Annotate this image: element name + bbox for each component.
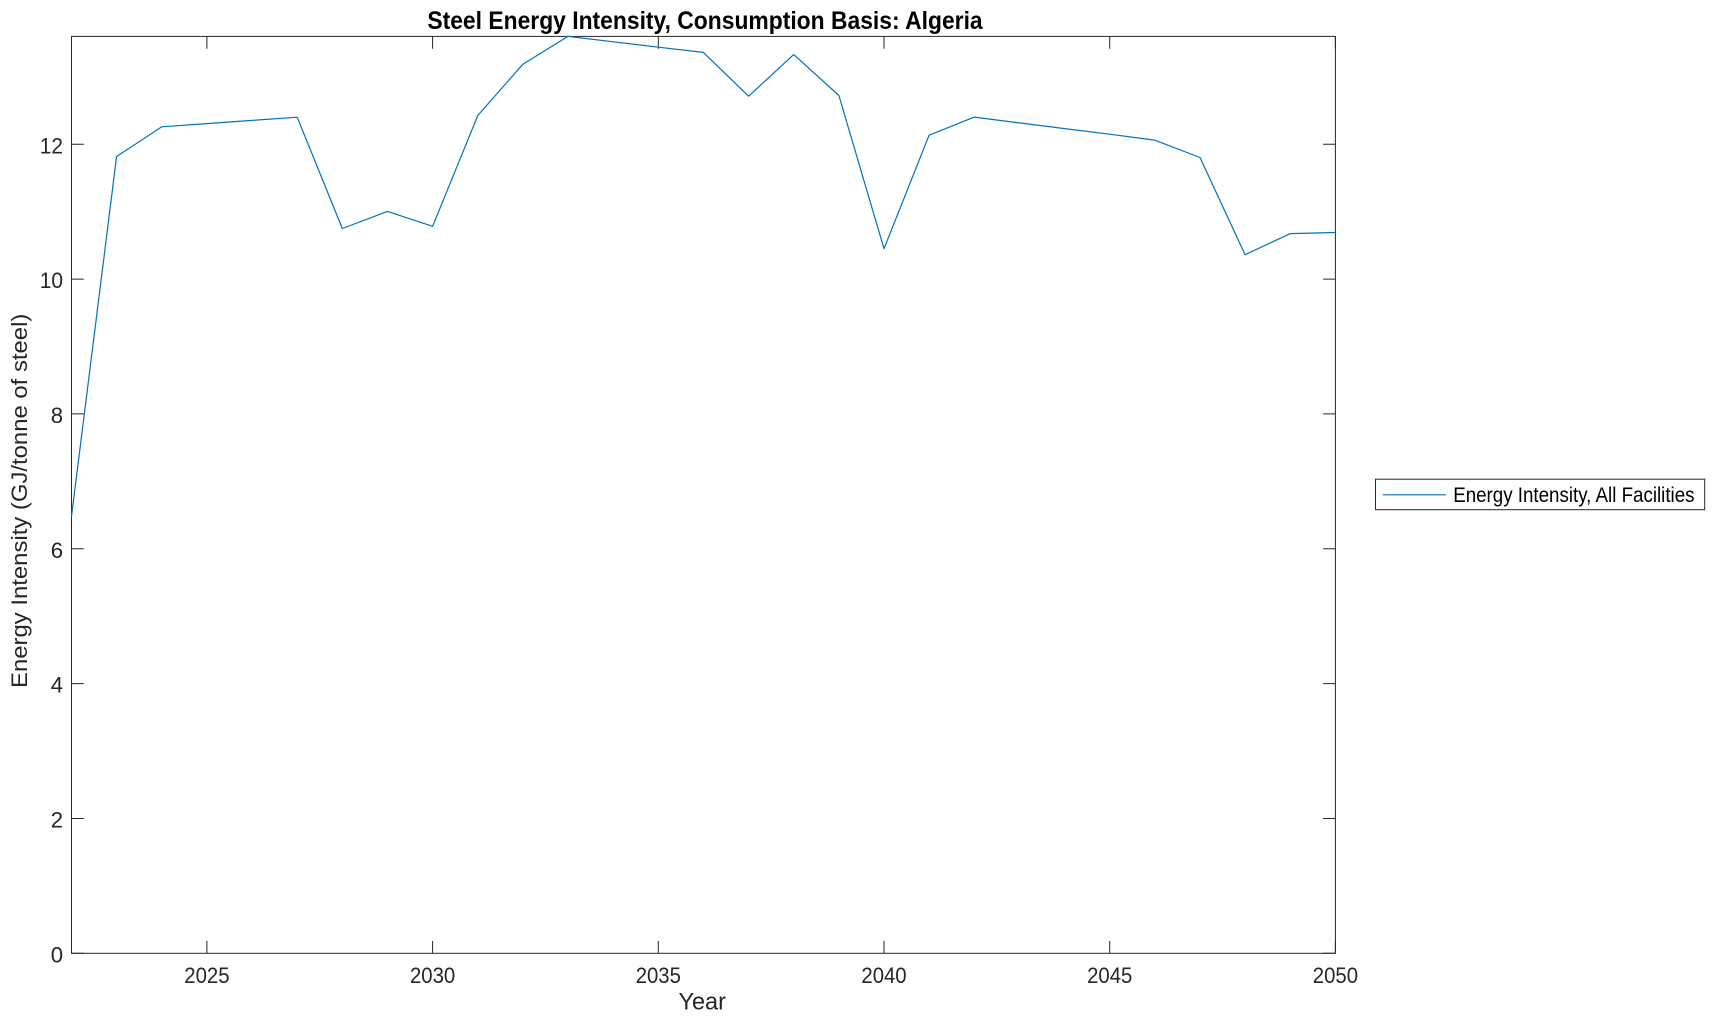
- svg-text:10: 10: [40, 268, 63, 293]
- svg-text:Energy Intensity (GJ/tonne of: Energy Intensity (GJ/tonne of steel): [7, 314, 32, 688]
- svg-text:Steel Energy Intensity, Consum: Steel Energy Intensity, Consumption Basi…: [427, 7, 983, 35]
- svg-text:4: 4: [51, 673, 63, 698]
- svg-text:2050: 2050: [1313, 963, 1358, 988]
- svg-text:8: 8: [51, 403, 63, 428]
- svg-text:2030: 2030: [410, 963, 455, 988]
- svg-text:6: 6: [51, 538, 63, 563]
- svg-text:0: 0: [51, 942, 63, 967]
- svg-text:2045: 2045: [1087, 963, 1132, 988]
- svg-text:Energy Intensity, All Faciliti: Energy Intensity, All Facilities: [1453, 484, 1694, 507]
- svg-text:2040: 2040: [861, 963, 906, 988]
- svg-text:2025: 2025: [184, 963, 229, 988]
- svg-text:2: 2: [51, 808, 63, 833]
- svg-text:Year: Year: [678, 990, 726, 1016]
- svg-text:12: 12: [40, 133, 63, 158]
- svg-text:2035: 2035: [636, 963, 681, 988]
